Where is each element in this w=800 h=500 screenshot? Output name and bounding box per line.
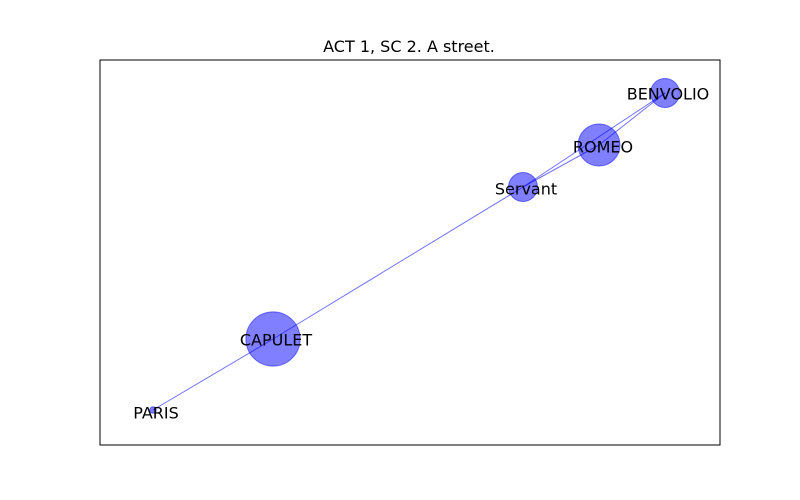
node-label-benvolio: BENVOLIO [627, 85, 710, 104]
node-label-paris: PARIS [133, 404, 179, 423]
node-label-capulet: CAPULET [240, 331, 313, 350]
node-benvolio [650, 78, 680, 108]
figure-title: ACT 1, SC 2. A street. [323, 37, 495, 56]
nodes-layer [149, 78, 680, 414]
node-romeo [577, 123, 621, 167]
node-paris [149, 406, 157, 414]
edge-capulet-servant [272, 186, 524, 340]
node-label-servant: Servant [495, 180, 557, 199]
plot-frame [99, 59, 721, 446]
node-capulet [245, 311, 301, 367]
node-label-romeo: ROMEO [573, 138, 633, 157]
node-servant [508, 172, 538, 202]
labels-layer: BENVOLIO ROMEO Servant CAPULET PARIS [133, 85, 709, 423]
